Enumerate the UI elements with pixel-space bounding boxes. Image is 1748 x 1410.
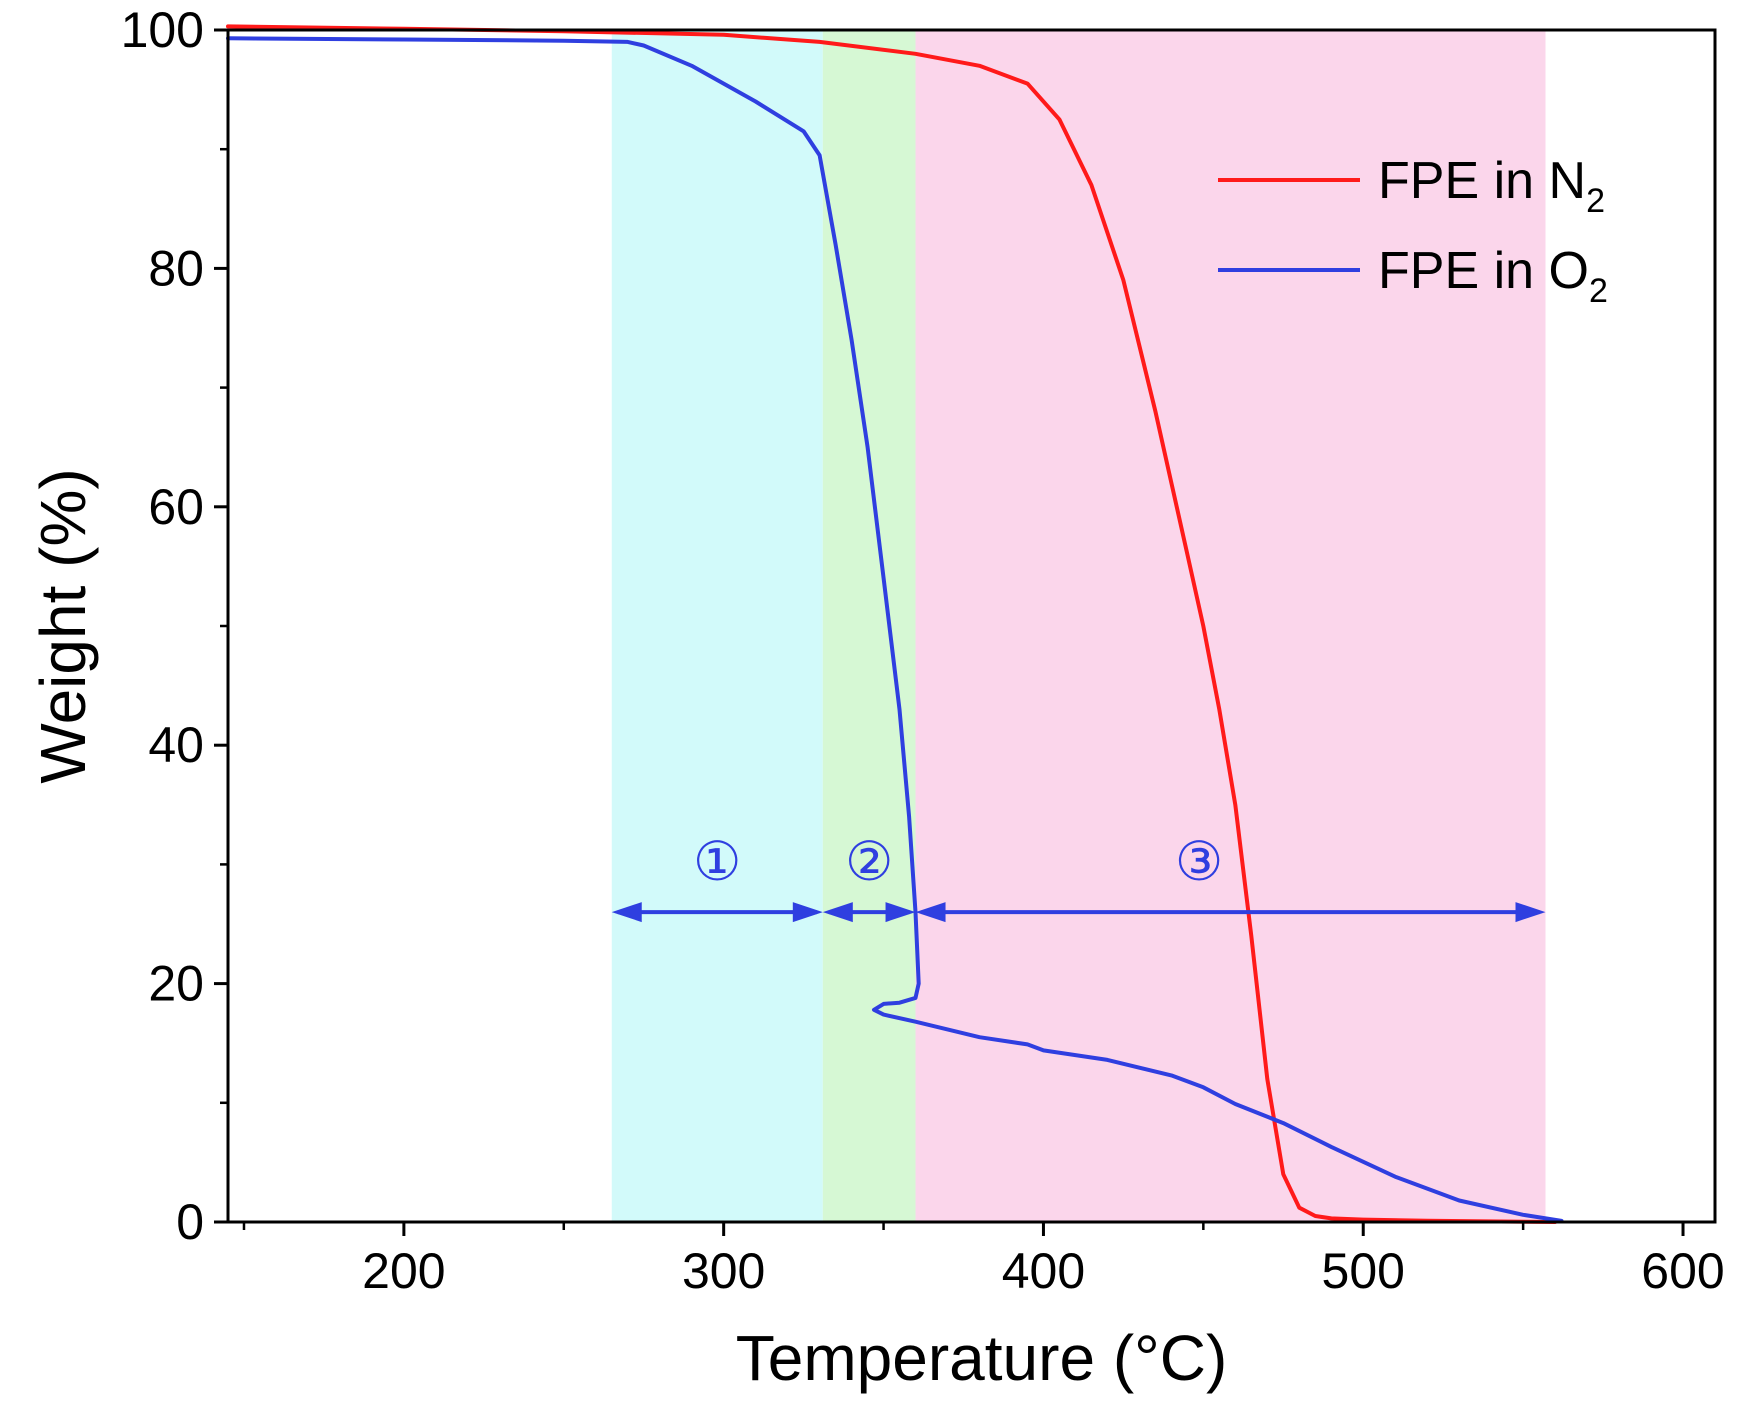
y-tick-label: 100 bbox=[121, 2, 204, 58]
x-tick-label: 300 bbox=[682, 1243, 765, 1299]
x-axis-title: Temperature (°C) bbox=[736, 1322, 1228, 1394]
stage-arrows bbox=[611, 902, 1546, 923]
stage-region-2 bbox=[822, 30, 916, 1222]
series-line-n2 bbox=[226, 24, 1558, 1224]
y-tick-label: 40 bbox=[148, 717, 204, 773]
y-axis-ticks: 0 20 40 60 80 100 bbox=[121, 2, 228, 1250]
y-axis-title: Weight (%) bbox=[27, 468, 99, 783]
legend-label: FPE in O2 bbox=[1378, 242, 1608, 310]
stage-region-1 bbox=[611, 30, 823, 1222]
stage-arrow-head-left bbox=[915, 902, 946, 923]
legend-item-o2: FPE in O2 bbox=[1218, 242, 1608, 310]
stage-arrow-2 bbox=[822, 902, 916, 923]
stage-arrow-head-right bbox=[792, 902, 823, 923]
x-tick-label: 600 bbox=[1641, 1243, 1724, 1299]
x-tick-label: 400 bbox=[1002, 1243, 1085, 1299]
stage-arrow-head-right bbox=[1515, 902, 1546, 923]
x-tick-label: 500 bbox=[1322, 1243, 1405, 1299]
stage-arrow-head-left bbox=[822, 902, 853, 923]
x-tick-label: 200 bbox=[362, 1243, 445, 1299]
x-axis-ticks: 200 300 400 500 600 bbox=[242, 1222, 1725, 1299]
stage-labels: ① ② ③ bbox=[693, 830, 1223, 893]
legend: FPE in N2 FPE in O2 bbox=[1218, 152, 1608, 310]
stage-regions bbox=[611, 30, 1546, 1222]
data-series bbox=[226, 24, 1564, 1224]
stage-label-2: ② bbox=[845, 830, 893, 893]
series-line-o2 bbox=[226, 36, 1564, 1223]
stage-label-3: ③ bbox=[1175, 830, 1223, 893]
stage-arrow-3 bbox=[915, 902, 1546, 923]
stage-arrow-head-left bbox=[611, 902, 642, 923]
y-tick-label: 80 bbox=[148, 240, 204, 296]
legend-item-n2: FPE in N2 bbox=[1218, 152, 1605, 220]
stage-label-1: ① bbox=[693, 830, 741, 893]
stage-arrow-head-right bbox=[885, 902, 916, 923]
y-tick-label: 60 bbox=[148, 479, 204, 535]
legend-label: FPE in N2 bbox=[1378, 152, 1605, 220]
stage-region-3 bbox=[915, 30, 1546, 1222]
y-tick-label: 0 bbox=[176, 1194, 204, 1250]
y-tick-label: 20 bbox=[148, 956, 204, 1012]
stage-arrow-1 bbox=[611, 902, 823, 923]
